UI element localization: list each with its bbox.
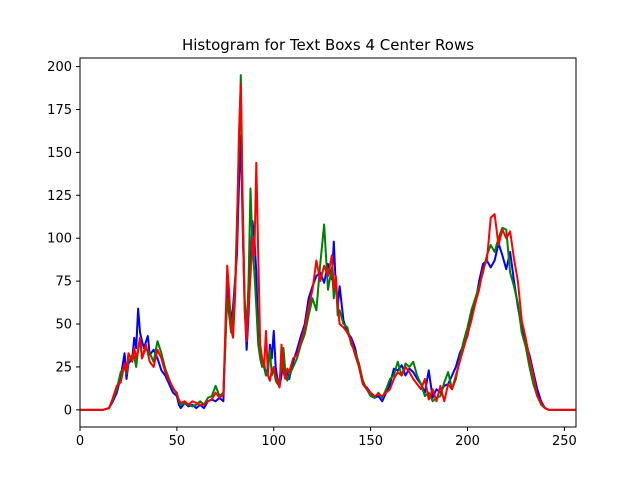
y-tick-label: 175 [47,103,72,118]
x-tick-label: 150 [358,434,383,449]
y-tick-label: 50 [55,318,72,333]
y-tick-label: 100 [47,232,72,247]
chart-title: Histogram for Text Boxs 4 Center Rows [182,36,474,54]
y-tick-label: 0 [64,403,72,418]
y-tick-label: 75 [55,275,72,290]
y-tick-label: 200 [47,60,72,75]
x-tick-label: 0 [76,434,84,449]
x-tick-label: 200 [455,434,480,449]
y-tick-label: 150 [47,146,72,161]
x-tick-label: 250 [552,434,577,449]
series-layer [80,74,576,411]
axes-layer: 0 50 100 150 200 250 0 25 50 75 100 125 150 175 200 [47,57,577,449]
x-tick-label: 50 [169,434,186,449]
y-tick-label: 125 [47,189,72,204]
y-tick-label: 25 [55,360,72,375]
series-line-3 [80,82,576,411]
x-tick-label: 100 [261,434,286,449]
plot-frame [79,57,577,428]
